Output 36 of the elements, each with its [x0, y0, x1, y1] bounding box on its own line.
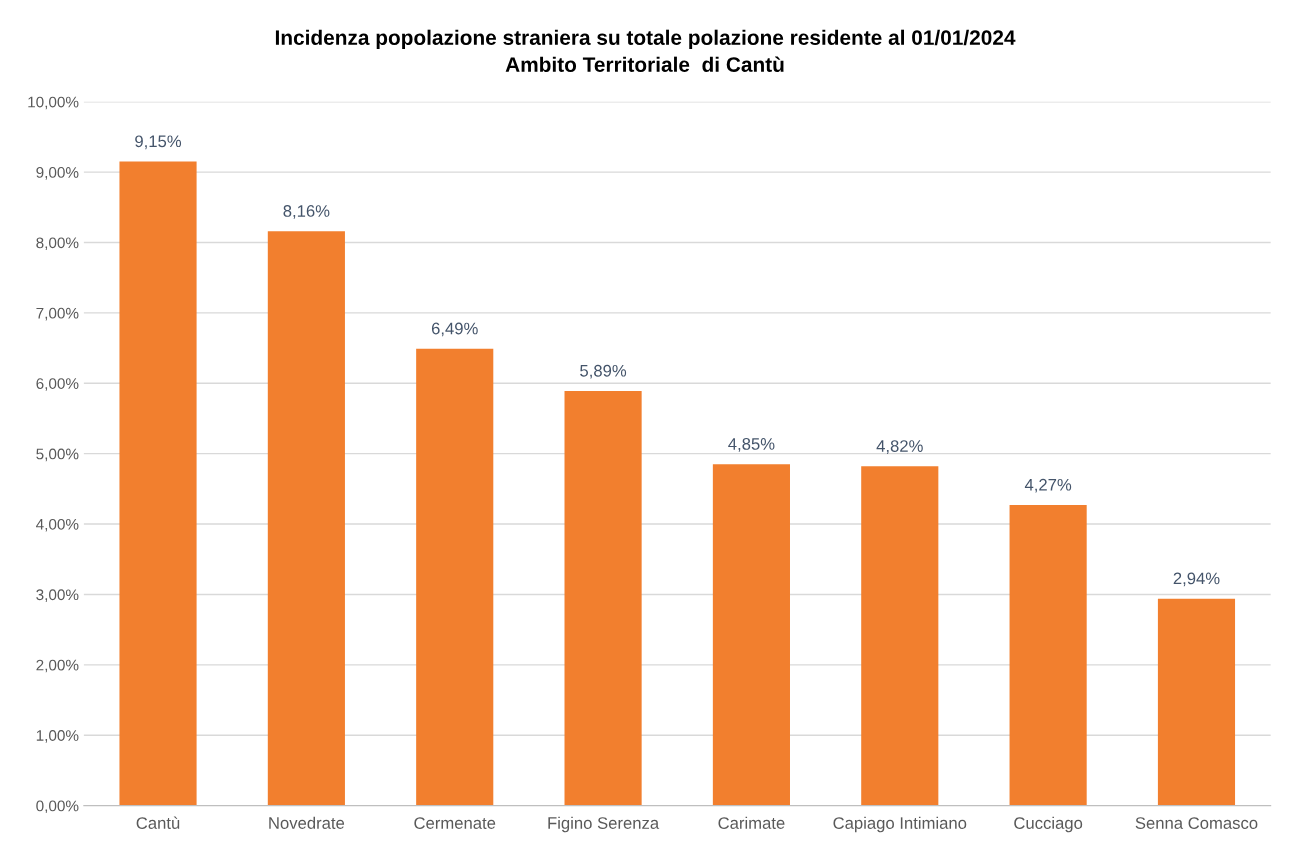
y-tick-label: 6,00% — [36, 378, 79, 391]
y-tick-label: 1,00% — [36, 730, 79, 743]
chart-title: Incidenza popolazione straniera su totale polazione residente al 01/01/2024 Ambito Territoriale di Cantù — [275, 29, 1016, 72]
x-tick-label: Capiago Intimiano — [833, 816, 967, 833]
y-tick-label: 2,00% — [36, 659, 79, 673]
data-label: 4,27% — [1024, 478, 1072, 493]
data-label: 9,15% — [135, 135, 182, 150]
bar — [416, 348, 494, 806]
x-tick-label: Carimate — [718, 816, 785, 829]
x-tick-label: Cantù — [136, 816, 180, 829]
data-label: 4,85% — [728, 438, 775, 452]
x-tick-label: Figino Serenza — [548, 816, 660, 833]
y-tick-label: 8,00% — [36, 237, 79, 251]
data-label: 6,49% — [431, 322, 478, 337]
data-label: 2,94% — [1173, 572, 1220, 587]
y-tick-label: 10,00% — [28, 96, 79, 110]
data-label: 5,89% — [580, 364, 627, 379]
x-tick-label: Cermenate — [414, 817, 496, 829]
bar — [1009, 505, 1087, 806]
bar — [119, 161, 197, 806]
data-label: 4,82% — [876, 440, 923, 454]
y-tick-label: 0,00% — [36, 800, 79, 814]
x-tick-label: Cucciago — [1014, 816, 1083, 833]
y-tick-label: 5,00% — [36, 448, 79, 462]
y-tick-label: 4,00% — [36, 518, 79, 532]
bar — [564, 391, 642, 806]
x-tick-label: Senna Comasco — [1135, 817, 1258, 829]
data-label: 8,16% — [283, 205, 330, 219]
bar — [861, 466, 939, 806]
x-tick-label: Novedrate — [269, 816, 345, 829]
y-tick-label: 9,00% — [36, 167, 79, 180]
bar — [267, 231, 345, 806]
y-tick-label: 3,00% — [36, 589, 79, 602]
y-tick-label: 7,00% — [36, 307, 79, 321]
bar — [1157, 598, 1236, 806]
bar — [712, 464, 790, 806]
